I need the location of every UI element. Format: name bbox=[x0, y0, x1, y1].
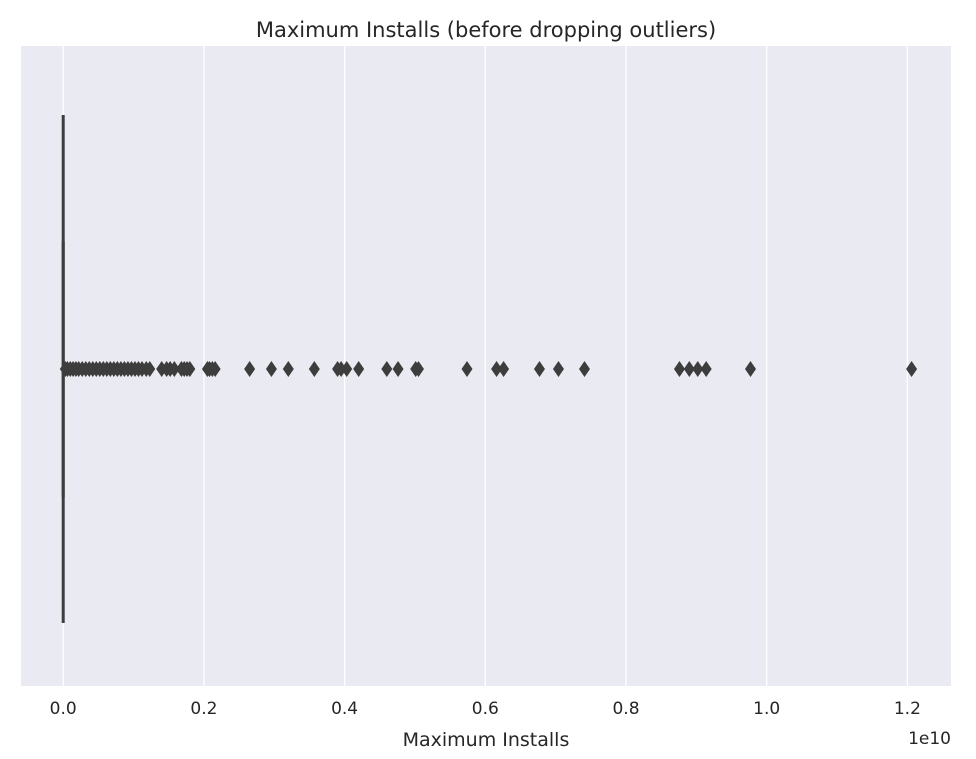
outlier-point bbox=[533, 361, 545, 377]
outlier-point bbox=[335, 361, 347, 377]
outlier-point bbox=[353, 361, 365, 377]
outlier-point bbox=[144, 361, 156, 377]
outlier-point bbox=[184, 361, 196, 377]
outlier-point bbox=[341, 361, 353, 377]
outlier-point bbox=[308, 361, 320, 377]
x-tick-label: 0.0 bbox=[50, 699, 77, 719]
outlier-point bbox=[209, 361, 221, 377]
outlier-point bbox=[906, 361, 918, 377]
outlier-point bbox=[282, 361, 294, 377]
outlier-point bbox=[673, 361, 685, 377]
outlier-point bbox=[412, 361, 424, 377]
outlier-point bbox=[700, 361, 712, 377]
x-tick-label: 0.4 bbox=[331, 699, 358, 719]
outlier-point bbox=[578, 361, 590, 377]
outlier-point bbox=[461, 361, 473, 377]
x-tick-label: 1.0 bbox=[753, 699, 780, 719]
x-tick-label: 1.2 bbox=[894, 699, 921, 719]
outlier-point bbox=[745, 361, 757, 377]
outlier-point bbox=[168, 361, 180, 377]
x-tick-labels: 0.0 0.2 0.4 0.6 0.8 1.0 1.2 bbox=[50, 699, 921, 719]
x-tick-label: 0.6 bbox=[472, 699, 499, 719]
x-axis-label: Maximum Installs bbox=[403, 729, 570, 751]
outlier-point bbox=[244, 361, 256, 377]
outlier-point bbox=[265, 361, 277, 377]
outlier-point bbox=[683, 361, 695, 377]
chart-title: Maximum Installs (before dropping outlie… bbox=[256, 18, 716, 42]
outlier-point bbox=[552, 361, 564, 377]
outlier-point bbox=[491, 361, 503, 377]
x-tick-label: 0.8 bbox=[612, 699, 639, 719]
x-axis-offset-label: 1e10 bbox=[908, 729, 951, 749]
outlier-point bbox=[692, 361, 704, 377]
outlier-points bbox=[59, 361, 918, 377]
x-tick-label: 0.2 bbox=[190, 699, 217, 719]
outlier-point bbox=[381, 361, 393, 377]
outlier-point bbox=[392, 361, 404, 377]
outlier-point bbox=[498, 361, 510, 377]
